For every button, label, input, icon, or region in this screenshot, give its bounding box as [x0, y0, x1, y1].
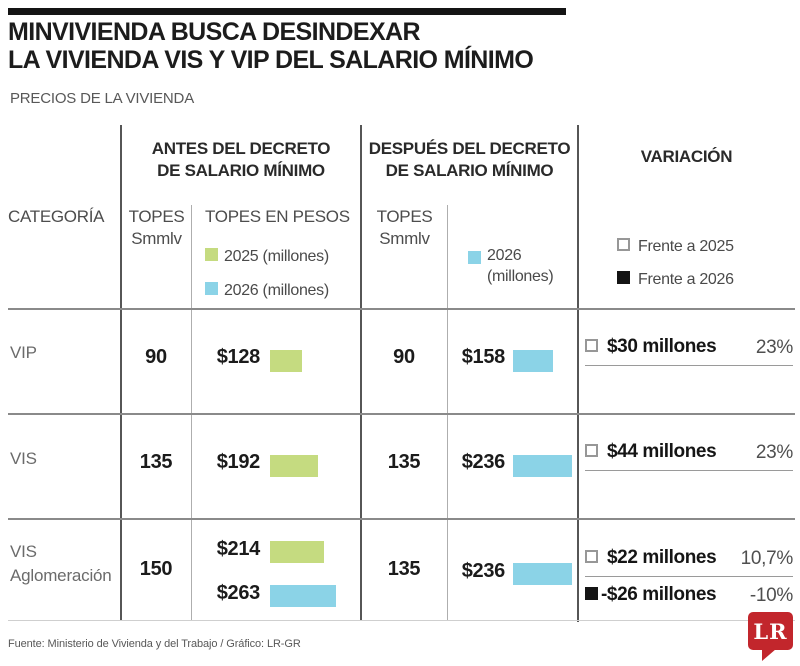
- after-legend-2026-line2: (millones): [487, 268, 554, 285]
- before-topes-header-line2: Smmlv: [131, 229, 182, 248]
- vis-before-bar-2025: [270, 455, 318, 477]
- vip-after-topes: 90: [393, 346, 415, 368]
- vip-before-topes: 90: [145, 346, 167, 368]
- row-separator-3: [8, 518, 795, 520]
- vip-after-bar-2026: [513, 350, 553, 372]
- vip-variation-underline: [585, 365, 793, 366]
- vis-aglo-variation-2025-marker-icon: [585, 550, 598, 563]
- category-column-header: CATEGORÍA: [8, 207, 105, 226]
- row-separator-2: [8, 413, 795, 415]
- vip-after-value-2026: $158: [461, 346, 506, 368]
- vis-aglo-label-line2: Aglomeración: [10, 566, 112, 585]
- after-topes-header: TOPES Smmlv: [362, 206, 447, 250]
- vis-before-topes: 135: [139, 451, 173, 473]
- before-topes-header: TOPES Smmlv: [122, 206, 191, 250]
- before-pesos-header: TOPES EN PESOS: [205, 207, 350, 226]
- divider-after-variation: [577, 125, 579, 622]
- divider-before-sub: [191, 205, 192, 620]
- vis-aglo-before-bar-2025: [270, 541, 324, 563]
- vis-aglo-before-topes: 150: [139, 558, 173, 580]
- vis-aglo-after-value-2026: $236: [461, 560, 506, 582]
- variation-legend-2026-label: Frente a 2026: [638, 271, 734, 288]
- vip-variation-amount: $30 millones: [607, 336, 717, 357]
- after-section-header-line1: DESPUÉS DEL DECRETO: [368, 139, 571, 158]
- after-topes-header-line2: Smmlv: [379, 229, 430, 248]
- divider-after-sub: [447, 205, 448, 620]
- lr-logo-tail-icon: [762, 649, 776, 661]
- vis-variation-underline: [585, 470, 793, 471]
- divider-before-after: [360, 125, 362, 620]
- vip-before-value-2025: $128: [216, 346, 261, 368]
- table-bottom-rule: [8, 620, 795, 621]
- vis-aglo-label-line1: VIS: [10, 542, 37, 561]
- lr-logo-text: LR: [753, 618, 788, 644]
- vis-after-topes: 135: [387, 451, 421, 473]
- after-topes-header-line1: TOPES: [376, 207, 433, 226]
- after-swatch-2026-icon: [468, 251, 481, 264]
- main-title-line1: MINVIVIENDA BUSCA DESINDEXAR: [8, 18, 421, 46]
- vis-aglo-before-value-2025: $214: [216, 538, 261, 560]
- chart-subtitle: PRECIOS DE LA VIVIENDA: [10, 90, 194, 107]
- before-section-header: ANTES DEL DECRETO DE SALARIO MÍNIMO: [122, 138, 360, 182]
- vis-aglo-variation-2025-amount: $22 millones: [607, 547, 717, 568]
- vip-variation-2025-marker-icon: [585, 339, 598, 352]
- row-category-vis: VIS: [10, 449, 37, 468]
- vis-aglo-before-bar-2026: [270, 585, 336, 607]
- variation-section-header: VARIACIÓN: [640, 147, 733, 166]
- vip-variation-percent: 23%: [755, 337, 793, 358]
- vis-aglo-variation-2026-amount: -$26 millones: [601, 584, 717, 605]
- variation-legend-2026-marker-icon: [617, 271, 630, 284]
- main-title-line2: LA VIVIENDA VIS Y VIP DEL SALARIO MÍNIMO: [8, 46, 534, 74]
- row-category-vis-aglomeracion: VIS Aglomeración: [10, 540, 112, 588]
- variation-legend-2025-marker-icon: [617, 238, 630, 251]
- lr-logo: LR: [748, 612, 793, 650]
- vis-aglo-after-topes: 135: [387, 558, 421, 580]
- after-legend-2026-line1: 2026: [487, 247, 522, 264]
- vis-variation-2025-marker-icon: [585, 444, 598, 457]
- row-category-vip: VIP: [10, 343, 37, 362]
- before-section-header-line1: ANTES DEL DECRETO: [151, 139, 331, 158]
- before-topes-header-line1: TOPES: [128, 207, 185, 226]
- source-credit: Fuente: Ministerio de Vivienda y del Tra…: [8, 638, 301, 650]
- after-legend-2026-label: 2026 (millones): [487, 245, 554, 287]
- vis-aglo-variation-2025-percent: 10,7%: [740, 548, 794, 569]
- vis-before-value-2025: $192: [216, 451, 261, 473]
- after-section-header-line2: DE SALARIO MÍNIMO: [385, 161, 554, 180]
- vis-aglo-variation-2026-marker-icon: [585, 587, 598, 600]
- vip-before-bar-2025: [270, 350, 302, 372]
- vis-aglo-after-bar-2026: [513, 563, 572, 585]
- swatch-2025-icon: [205, 248, 218, 261]
- vis-after-value-2026: $236: [461, 451, 506, 473]
- divider-category-before: [120, 125, 122, 620]
- vis-aglo-variation-divider: [585, 576, 793, 577]
- row-separator-1: [8, 308, 795, 310]
- after-section-header: DESPUÉS DEL DECRETO DE SALARIO MÍNIMO: [362, 138, 577, 182]
- legend-2025-label: 2025 (millones): [224, 248, 329, 265]
- top-rule: [8, 8, 566, 15]
- variation-legend-2025-label: Frente a 2025: [638, 238, 734, 255]
- before-section-header-line2: DE SALARIO MÍNIMO: [157, 161, 325, 180]
- vis-after-bar-2026: [513, 455, 572, 477]
- legend-2026-label: 2026 (millones): [224, 282, 329, 299]
- vis-variation-percent: 23%: [755, 442, 793, 463]
- swatch-2026-icon: [205, 282, 218, 295]
- vis-aglo-variation-2026-percent: -10%: [749, 585, 793, 606]
- vis-aglo-before-value-2026: $263: [216, 582, 261, 604]
- vis-variation-amount: $44 millones: [607, 441, 717, 462]
